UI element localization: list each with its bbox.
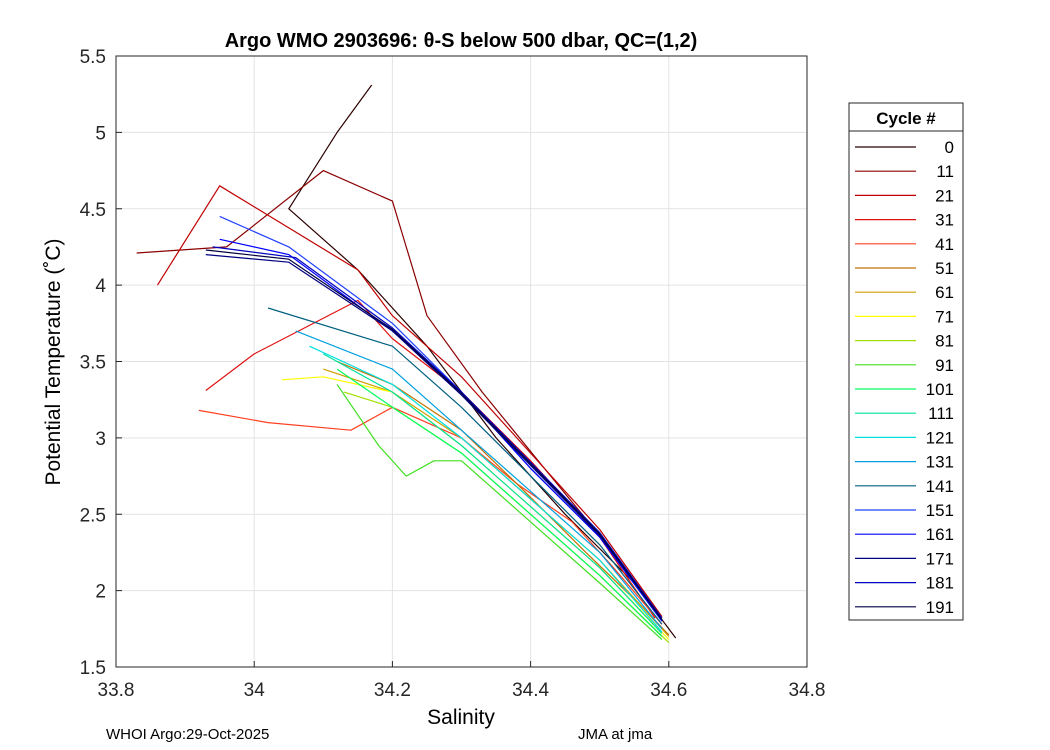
series-line-cycle-141 xyxy=(267,307,663,625)
series-line-cycle-21 xyxy=(156,185,663,617)
legend-label-cycle-141: 141 xyxy=(926,477,954,496)
legend-items: 0 11 21 31 41 51 61 71 81 91 101 111 121 131 141 151 161… xyxy=(855,138,954,617)
legend-label-cycle-151: 151 xyxy=(926,501,954,520)
chart-title: Argo WMO 2903696: θ-S below 500 dbar, QC… xyxy=(225,30,698,52)
x-axis-label: Salinity xyxy=(427,706,495,729)
legend-label-cycle-41: 41 xyxy=(935,235,954,254)
series-group xyxy=(136,84,677,644)
y-tick-label: 4 xyxy=(95,276,106,297)
y-tick-label: 2 xyxy=(95,582,106,603)
legend-label-cycle-131: 131 xyxy=(926,453,954,472)
legend-label-cycle-21: 21 xyxy=(935,186,954,205)
legend-label-cycle-91: 91 xyxy=(935,356,954,375)
series-line-cycle-181 xyxy=(212,246,663,619)
series-line-cycle-131 xyxy=(295,330,663,630)
y-tick-label: 3 xyxy=(95,429,106,450)
series-line-cycle-121 xyxy=(309,345,663,633)
legend-label-cycle-11: 11 xyxy=(936,162,954,181)
y-axis-label: Potential Temperature (˚C) xyxy=(42,238,65,485)
legend-label-cycle-81: 81 xyxy=(935,332,954,351)
legend-label-cycle-0: 0 xyxy=(945,138,954,157)
legend-label-cycle-71: 71 xyxy=(935,307,954,326)
axis-ticks: 33.8 34 34.2 34.4 34.6 34.8 1.5 2 2.5 3 3.5 4 4.5 5 5.… xyxy=(80,47,826,701)
legend-label-cycle-121: 121 xyxy=(926,428,954,447)
series-line-cycle-191 xyxy=(205,249,663,620)
x-tick-label: 34.8 xyxy=(789,680,826,701)
legend-label-cycle-161: 161 xyxy=(926,525,954,544)
y-tick-label: 4.5 xyxy=(80,200,106,221)
x-tick-label: 34 xyxy=(244,680,266,701)
legend-label-cycle-31: 31 xyxy=(935,211,954,230)
series-line-cycle-111 xyxy=(323,353,663,634)
legend-label-cycle-51: 51 xyxy=(935,259,954,278)
series-line-cycle-91 xyxy=(336,384,663,640)
x-tick-label: 34.2 xyxy=(374,680,411,701)
series-line-cycle-101 xyxy=(336,368,663,637)
x-tick-label: 34.4 xyxy=(512,680,549,701)
legend-label-cycle-171: 171 xyxy=(926,549,954,568)
y-tick-label: 3.5 xyxy=(80,353,106,374)
y-tick-label: 1.5 xyxy=(80,658,106,679)
legend: Cycle # 0 11 21 31 41 51 61 71 81 91 101 111 121 131 1… xyxy=(848,102,964,621)
series-line-cycle-171 xyxy=(205,254,663,620)
x-tick-label: 34.6 xyxy=(650,680,687,701)
legend-label-cycle-111: 111 xyxy=(928,404,954,423)
footer-source: WHOI Argo:29-Oct-2025 xyxy=(106,726,270,743)
legend-title: Cycle # xyxy=(876,109,936,128)
legend-label-cycle-191: 191 xyxy=(926,598,954,617)
y-tick-label: 5 xyxy=(95,123,106,144)
y-tick-label: 2.5 xyxy=(80,505,106,526)
legend-label-cycle-61: 61 xyxy=(935,283,954,302)
legend-label-cycle-181: 181 xyxy=(926,574,954,593)
x-tick-label: 33.8 xyxy=(98,680,135,701)
y-tick-label: 5.5 xyxy=(80,47,106,68)
legend-label-cycle-101: 101 xyxy=(926,380,954,399)
footer-institution: JMA at jma xyxy=(578,726,653,743)
